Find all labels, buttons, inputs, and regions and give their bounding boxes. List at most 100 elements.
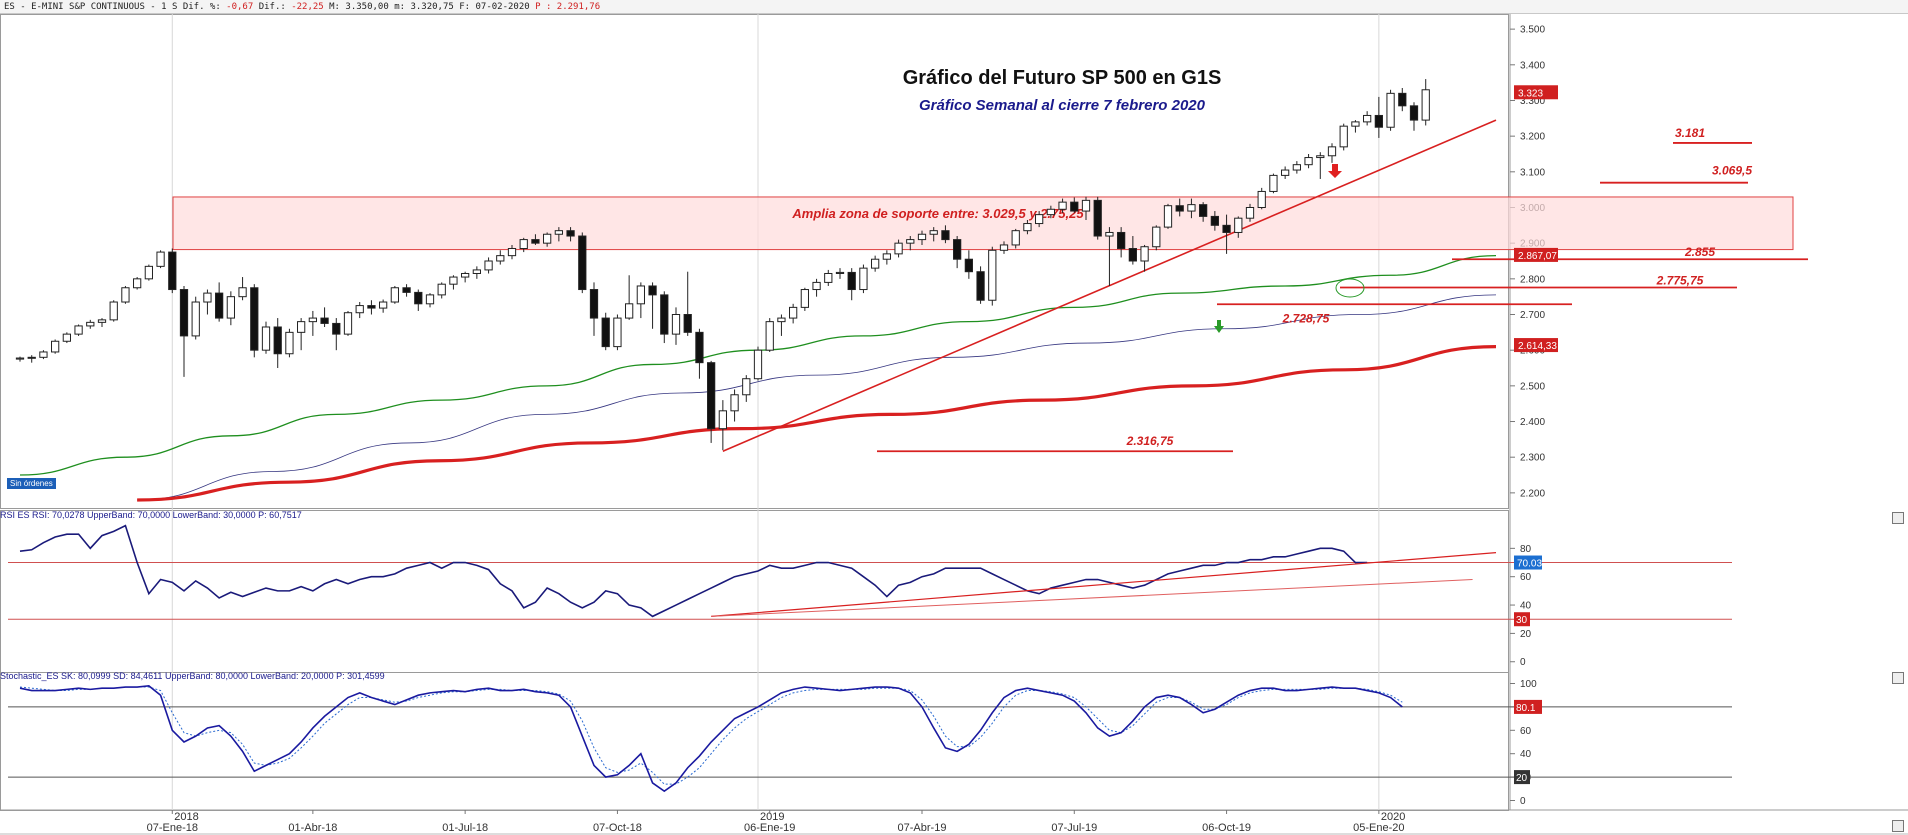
moving-average-green (19, 254, 1497, 476)
support-zone-label: Amplia zona de soporte entre: 3.029,5 y … (791, 206, 1084, 221)
candle-body (425, 294, 435, 305)
stoch-sk-line (19, 685, 1403, 793)
expand-icon[interactable] (1892, 672, 1904, 684)
candle-body (414, 291, 423, 305)
price-label-box (1514, 338, 1558, 353)
candle-body (1187, 204, 1196, 212)
status-badge[interactable]: Sin órdenes (7, 478, 56, 489)
candle-body (601, 317, 610, 348)
candle-body (917, 233, 927, 241)
candle-body (1011, 230, 1020, 246)
y-tick-label: 3.300 (1520, 96, 1545, 107)
candle-body (742, 378, 751, 396)
symbol-label: ES - E-MINI S&P CONTINUOUS - 1 S (4, 2, 178, 12)
year-label: 2020 (1381, 811, 1405, 823)
candle-body (999, 244, 1009, 251)
stoch-inset-text: Stochastic_ES SK: 80,0999 SD: 84,4611 Up… (0, 671, 385, 681)
candle-body (1175, 205, 1184, 212)
x-tick-label: 07-Jul-19 (1051, 822, 1097, 834)
candle-body (121, 287, 130, 303)
y-tick-label: 80 (1520, 544, 1532, 555)
candle-body (1421, 89, 1430, 121)
candle-body (625, 303, 634, 319)
candle-body (285, 331, 294, 355)
price-label: 2.867,07 (1518, 251, 1557, 262)
date-value: 07-02-2020 (475, 2, 530, 12)
candle-body (683, 314, 692, 333)
expand-icon[interactable] (1892, 512, 1904, 524)
candle-body (1257, 190, 1266, 208)
candle-body (1351, 121, 1360, 127)
candle-body (882, 253, 891, 260)
year-label: 2019 (760, 811, 784, 823)
candle-body (1339, 125, 1348, 148)
candle-body (191, 301, 200, 337)
high-value: 3.350,00 (345, 2, 389, 12)
candle-body (133, 278, 142, 289)
candle-body (1046, 208, 1055, 216)
candle-body (1398, 92, 1407, 107)
candle-body (484, 260, 493, 271)
candle-body (62, 333, 71, 342)
candle-body (648, 285, 657, 296)
candle-body (15, 357, 25, 360)
candle-body (156, 251, 165, 267)
chart-title: Gráfico del Futuro SP 500 en G1S (903, 67, 1222, 89)
price-label: 3.323 (1518, 88, 1543, 99)
rsi-trend-line (711, 552, 1497, 617)
candle-body (320, 317, 329, 324)
y-tick-label: 2.800 (1520, 274, 1545, 285)
x-tick-label: 07-Oct-18 (593, 822, 642, 834)
candle-body (332, 322, 341, 335)
p-label: P : (535, 2, 552, 12)
candle-body (835, 271, 845, 274)
y-tick-label: 20 (1520, 629, 1532, 640)
candle-body (1363, 114, 1372, 123)
candle-body (566, 230, 575, 237)
candle-body (695, 331, 704, 364)
candle-body (660, 294, 669, 335)
stoch-inset-label: Stochastic_ES SK: 80,0999 SD: 84,4611 Up… (0, 671, 385, 681)
candle-body (1152, 226, 1161, 248)
rsi-inset-label: RSI ES RSI: 70,0278 UpperBand: 70,0000 L… (0, 510, 302, 520)
candle-body (273, 326, 282, 355)
support-zone (172, 196, 1794, 251)
y-tick-label: 2.500 (1520, 381, 1545, 392)
y-tick-label: 3.100 (1520, 167, 1545, 178)
price-label-box (1514, 85, 1558, 100)
candle-body (859, 267, 868, 291)
candle-body (226, 296, 235, 319)
candle-body (953, 239, 962, 260)
y-tick-label: 2.300 (1520, 453, 1545, 464)
candle-body (1081, 199, 1091, 212)
candle-body (1386, 92, 1395, 128)
candle-body (847, 271, 856, 291)
candle-body (496, 255, 505, 262)
candle-body (988, 249, 997, 301)
candle-body (343, 312, 353, 335)
y-tick-label: 3.200 (1520, 132, 1545, 143)
rsi-line (19, 524, 1368, 618)
level-label: 3.181 (1675, 126, 1705, 140)
candle-body (589, 289, 599, 319)
candle-body (215, 292, 224, 319)
candle-body (1222, 224, 1231, 233)
candle-body (437, 283, 446, 296)
candle-body (1093, 199, 1102, 237)
candle-body (824, 272, 833, 283)
expand-icon[interactable] (1892, 820, 1904, 832)
candle-body (1210, 215, 1219, 226)
candle-body (144, 265, 153, 280)
y-tick-label: 40 (1520, 601, 1532, 612)
x-tick-label: 07-Abr-19 (898, 822, 947, 834)
y-tick-label: 40 (1520, 749, 1532, 760)
panel-frame (0, 14, 1509, 509)
candle-body (753, 349, 763, 380)
x-tick-label: 01-Jul-18 (442, 822, 488, 834)
chart-header: ES - E-MINI S&P CONTINUOUS - 1 S Dif. %:… (0, 0, 1908, 14)
dif-label: Dif.: (258, 2, 286, 12)
candle-body (1327, 146, 1337, 157)
candle-body (74, 325, 83, 335)
high-label: M: (329, 2, 340, 12)
candle-body (449, 276, 458, 285)
